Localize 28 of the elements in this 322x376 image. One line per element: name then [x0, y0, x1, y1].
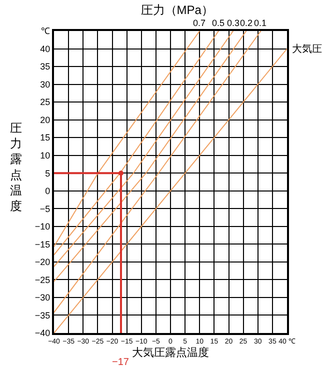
y-axis-title: 圧力露点温度: [10, 121, 22, 213]
y-tick-label: −5: [40, 204, 50, 214]
y-tick-label: 20: [40, 114, 50, 125]
y-tick-label: −40: [34, 328, 50, 338]
y-tick-label: 25: [40, 97, 50, 108]
annotation: −17: [112, 357, 130, 368]
y-tick-label: −15: [34, 239, 50, 250]
y-tick-label: −10: [34, 222, 50, 232]
y-tick-label: 40: [40, 44, 50, 54]
y-tick-label: ℃: [41, 26, 50, 36]
chart-title: 圧力（MPa）: [140, 3, 214, 18]
y-tick-label: 10: [40, 150, 50, 160]
y-tick-label: 35: [40, 62, 50, 72]
series-label: 0.1: [254, 18, 267, 28]
x-axis-title: 大気圧露点温度: [132, 346, 209, 360]
y-tick-label: 15: [40, 132, 50, 143]
series-label: 0.2: [240, 18, 253, 28]
y-tick-label: −30: [34, 292, 50, 303]
y-tick-label: −25: [34, 274, 50, 285]
series-label: 0.3: [227, 18, 240, 28]
y-tick-label: 0: [45, 186, 50, 196]
y-tick-label: 5: [45, 168, 50, 178]
y-tick-label: −20: [34, 257, 50, 268]
y-tick-label: −35: [34, 310, 50, 320]
y-tick-label: 30: [40, 79, 50, 90]
series-label: 0.7: [193, 18, 206, 28]
series-label: 大気圧: [292, 43, 322, 55]
series-label: 0.5: [212, 18, 225, 28]
